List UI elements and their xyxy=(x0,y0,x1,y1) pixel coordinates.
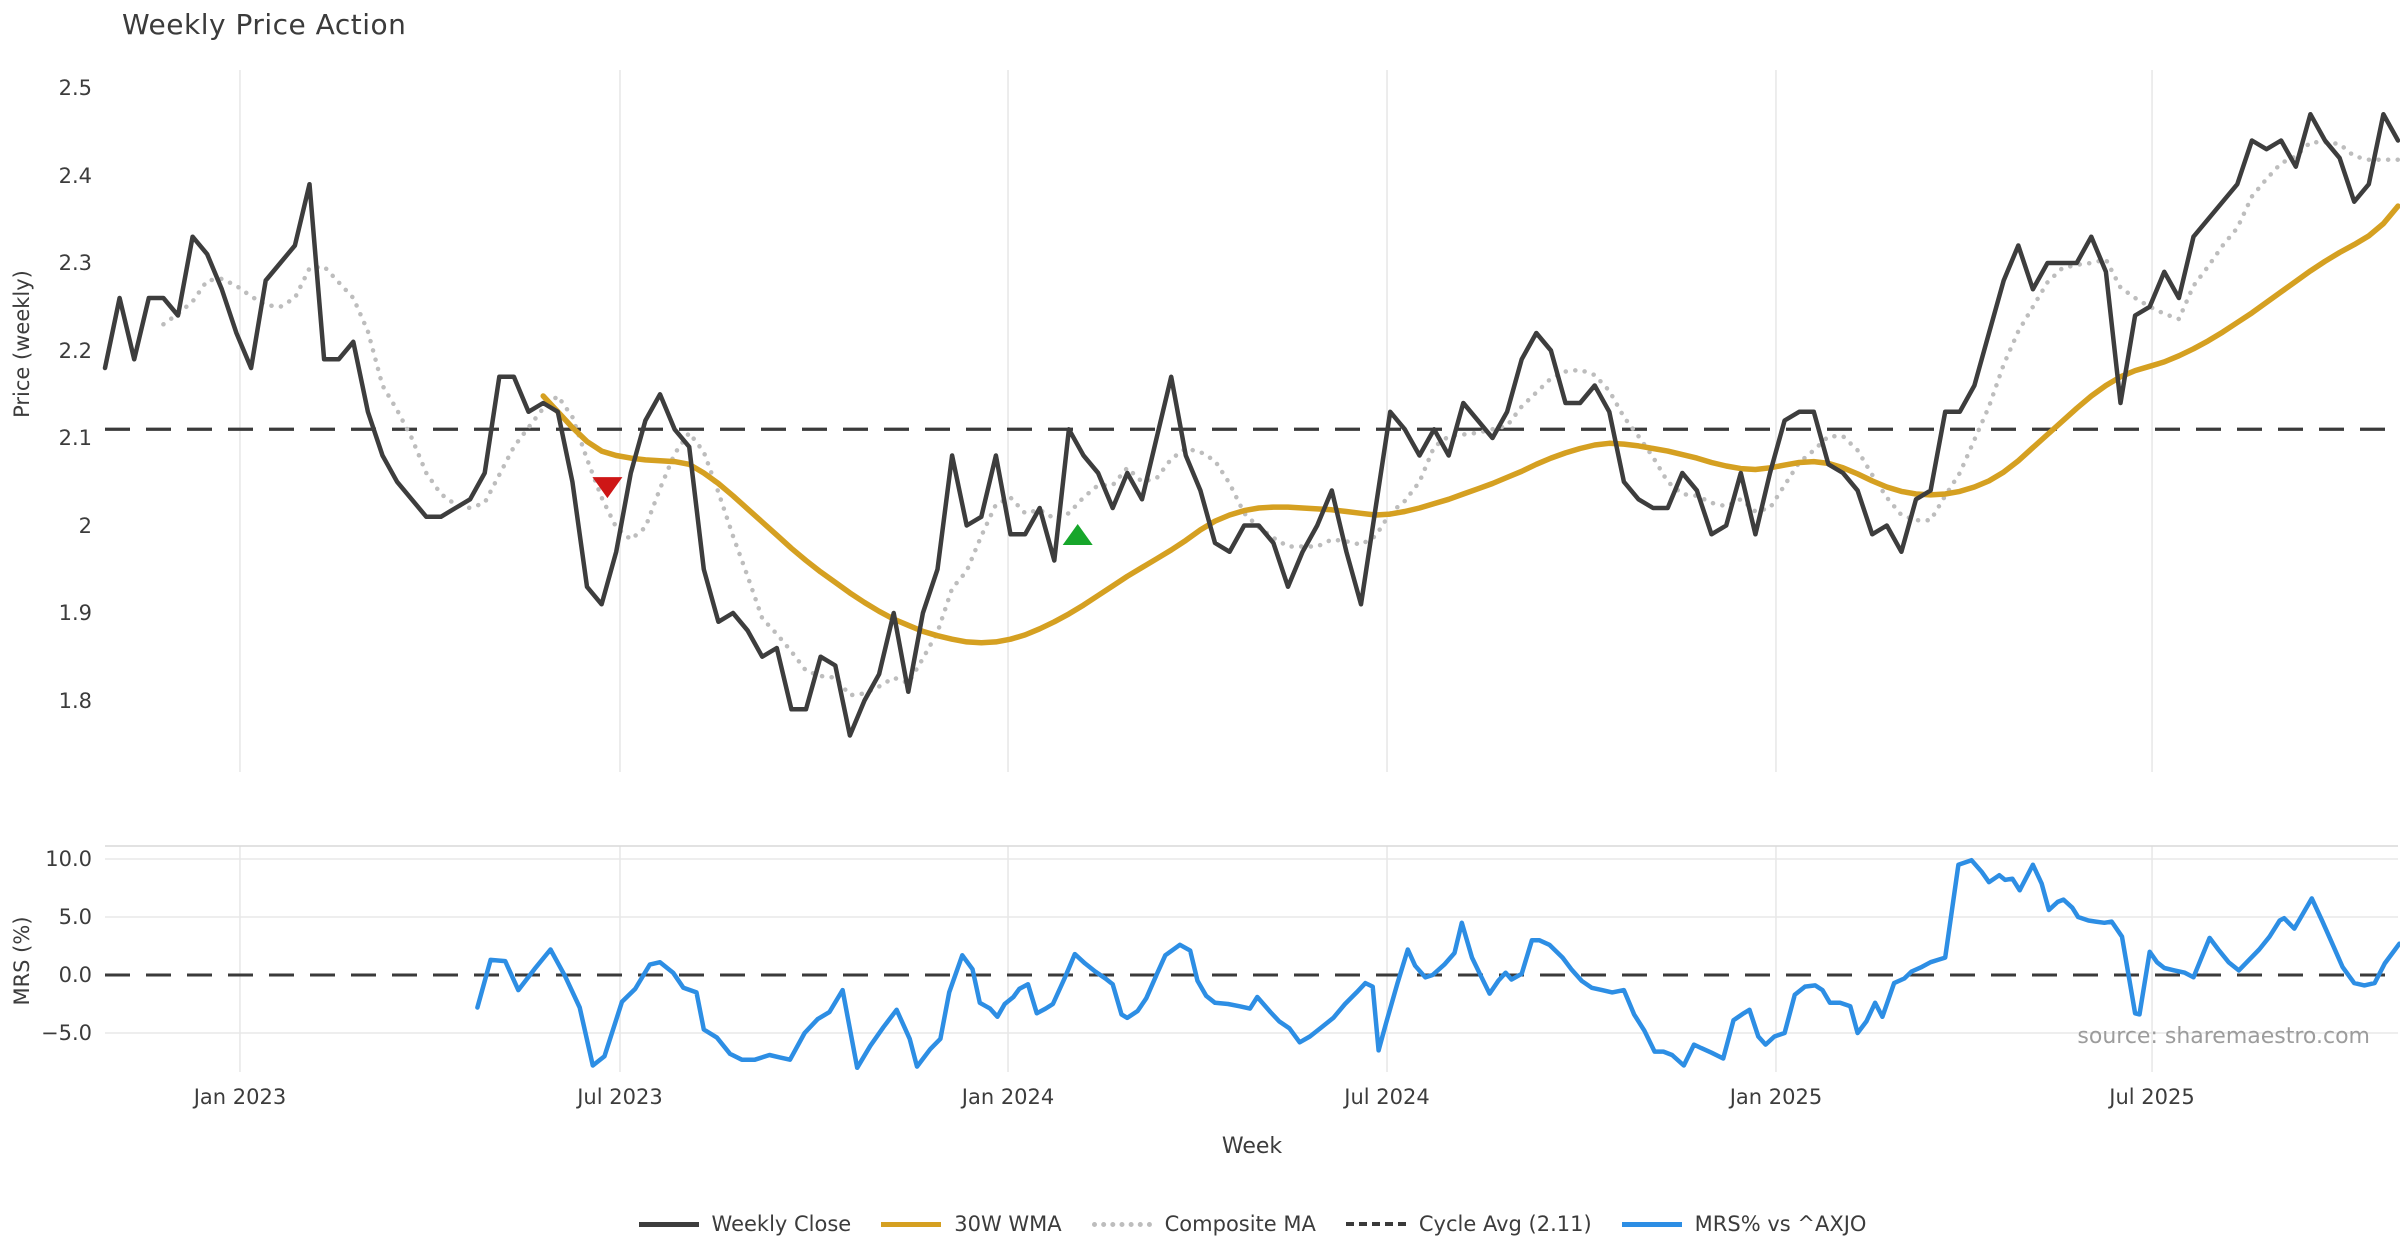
legend-item-mrs-vs-axjo: MRS% vs ^AXJO xyxy=(1621,1212,1867,1236)
mrs-line xyxy=(475,857,2400,1071)
legend-label: Composite MA xyxy=(1164,1212,1316,1236)
chart-title: Weekly Price Action xyxy=(122,8,407,41)
legend-swatch-solid-icon xyxy=(1621,1221,1682,1227)
legend-label: 30W WMA xyxy=(954,1212,1062,1236)
weekly-close-line xyxy=(102,111,2400,738)
wma-30w-line xyxy=(540,203,2400,646)
legend-label: Cycle Avg (2.11) xyxy=(1418,1212,1592,1236)
legend-item-composite-ma: Composite MA xyxy=(1091,1212,1316,1236)
mrs-ytick-label: 0.0 xyxy=(58,963,92,987)
legend-label: MRS% vs ^AXJO xyxy=(1694,1212,1867,1236)
legend-item-weekly-close: Weekly Close xyxy=(638,1212,852,1236)
legend-item-30w-wma: 30W WMA xyxy=(881,1212,1062,1236)
legend-label: Weekly Close xyxy=(711,1212,852,1236)
x-tick-label: Jan 2024 xyxy=(961,1085,1055,1109)
legend-swatch-solid-icon xyxy=(638,1221,699,1227)
sell-signal-marker xyxy=(592,477,623,499)
price-ytick-label: 2.5 xyxy=(58,76,92,100)
x-tick-label: Jan 2023 xyxy=(193,1085,287,1109)
price-axis-label: Price (weekly) xyxy=(10,270,34,418)
legend-swatch-dotted-icon xyxy=(1091,1221,1152,1227)
x-tick-label: Jul 2024 xyxy=(1344,1085,1430,1109)
mrs-ytick-label: 10.0 xyxy=(45,847,92,871)
mrs-ytick-label: −5.0 xyxy=(41,1021,92,1045)
x-axis-label: Week xyxy=(1221,1134,1283,1159)
legend-item-cycle-avg-2-11-: Cycle Avg (2.11) xyxy=(1345,1212,1592,1236)
price-ytick-label: 2 xyxy=(78,513,92,538)
x-tick-label: Jul 2023 xyxy=(577,1085,663,1109)
legend: Weekly Close 30W WMA Composite MA Cycle Avg… xyxy=(105,1212,2400,1236)
price-ytick-label: 2.4 xyxy=(58,163,92,188)
price-ytick-label: 2.1 xyxy=(58,426,92,450)
buy-signal-marker xyxy=(1062,524,1093,545)
mrs-axis-label: MRS (%) xyxy=(10,916,34,1006)
price-ytick-label: 1.8 xyxy=(58,688,92,713)
price-ytick-label: 2.3 xyxy=(58,251,92,275)
x-tick-label: Jan 2025 xyxy=(1729,1085,1823,1109)
x-tick-label: Jul 2025 xyxy=(2109,1085,2195,1109)
price-ytick-label: 1.9 xyxy=(58,601,92,625)
legend-swatch-dashed-icon xyxy=(1345,1222,1406,1226)
price-ytick-label: 2.2 xyxy=(58,338,92,363)
mrs-ytick-label: 5.0 xyxy=(58,905,92,929)
composite-ma-line xyxy=(161,140,2400,698)
legend-swatch-solid-icon xyxy=(881,1221,942,1227)
source-note: source: sharemaestro.com xyxy=(2077,1024,2370,1049)
